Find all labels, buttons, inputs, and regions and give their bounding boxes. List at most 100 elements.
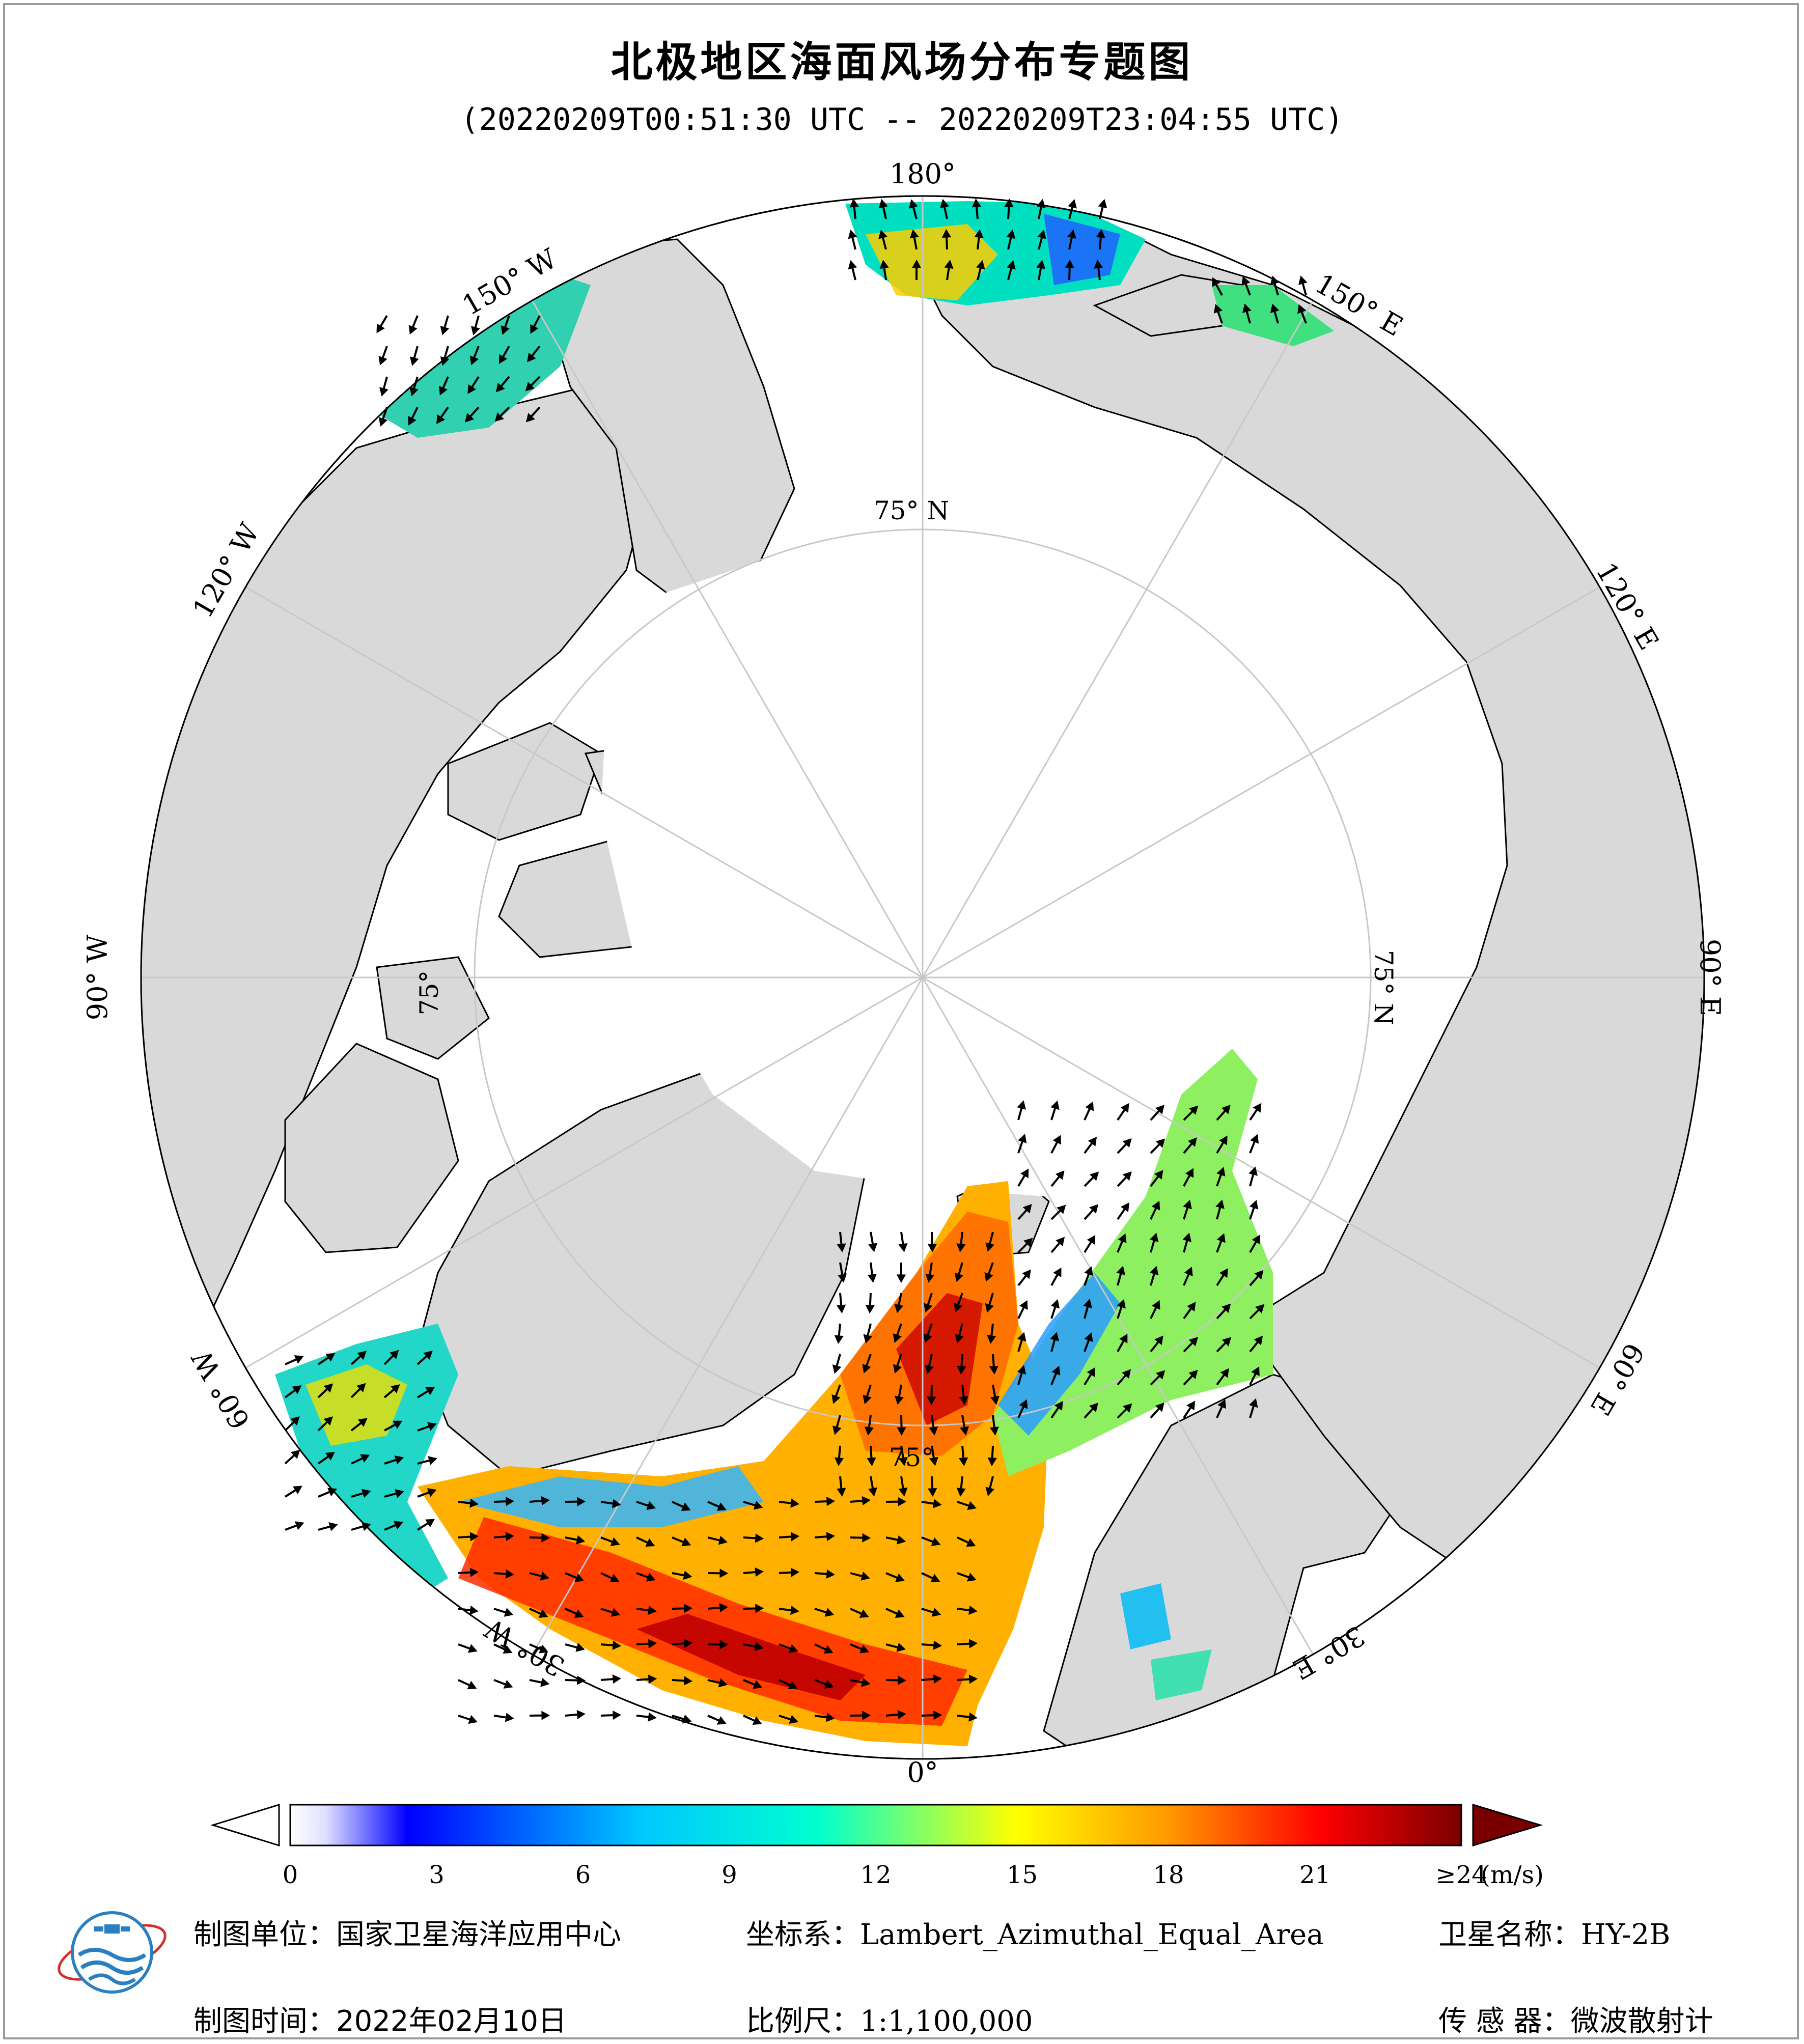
wind-arrow-head-68	[719, 1640, 729, 1649]
wind-arrow-head-105	[968, 1712, 978, 1722]
wind-arrow-head-310	[409, 386, 419, 397]
wind-arrow-head-153	[987, 1457, 997, 1467]
wind-arrow-head-103	[897, 1710, 907, 1720]
wind-arrow-head-156	[898, 1487, 908, 1497]
wind-arrow-head-255	[291, 1449, 300, 1459]
wind-swath-barents-blue	[998, 1273, 1120, 1436]
colorbar-gradient	[289, 1804, 1462, 1846]
wind-arrow-head-283	[974, 229, 984, 238]
wind-arrow-head-218	[1084, 1332, 1093, 1342]
wind-arrow-head-128	[955, 1334, 964, 1343]
wind-arrow-head-122	[954, 1302, 963, 1312]
wind-arrow-head-312	[467, 384, 477, 394]
wind-arrow-head-167	[1253, 1103, 1262, 1113]
wind-arrow-head-21	[645, 1538, 655, 1547]
wind-arrow-head-34	[574, 1573, 585, 1582]
wind-arrow-head-328	[1297, 304, 1307, 314]
wind-arrow-head-181	[1185, 1168, 1194, 1178]
wind-arrow-head-279	[848, 229, 857, 239]
wind-arrow-head-253	[393, 1420, 403, 1429]
wind-arrow-head-311	[439, 385, 448, 396]
footer-coord-value: Lambert_Azimuthal_Equal_Area	[860, 1918, 1324, 1951]
wind-swath-okhotsk	[1212, 285, 1334, 346]
wind-arrow-head-30	[966, 1538, 976, 1547]
wind-arrow-head-112	[838, 1273, 847, 1283]
wind-arrow-head-49	[574, 1609, 584, 1618]
footer-sensor-label: 传 感 器：	[1438, 2005, 1571, 2038]
footer-coord: 坐标系：Lambert_Azimuthal_Equal_Area	[746, 1912, 1324, 1953]
wind-arrow-head-120	[894, 1304, 904, 1313]
wind-arrow-head-84	[753, 1680, 763, 1689]
colorbar-tick-3: 9	[721, 1861, 737, 1889]
land-archipelago-1	[447, 722, 602, 841]
wind-arrow-head-39	[755, 1567, 764, 1577]
wind-swath-atlantic-cool	[458, 1466, 764, 1527]
wind-arrow-head-4	[577, 1497, 586, 1506]
wind-arrow-head-324	[1298, 275, 1308, 285]
wind-arrow-head-37	[683, 1571, 692, 1580]
wind-arrow-head-126	[893, 1333, 902, 1343]
wind-arrow-head-107	[868, 1243, 878, 1252]
wind-arrow-head-231	[1251, 1366, 1260, 1377]
wind-arrow-head-56	[824, 1608, 835, 1617]
wind-arrow-head-207	[1254, 1270, 1264, 1280]
wind-arrow-head-236	[1155, 1402, 1164, 1412]
wind-arrow-head-258	[394, 1455, 404, 1465]
lon-label-90w: 90° W	[81, 934, 114, 1020]
wind-arrow-head-124	[834, 1335, 844, 1344]
map-subtitle: (20220209T00:51:30 UTC -- 20220209T23:04…	[460, 102, 1344, 137]
wind-arrow-head-321	[1212, 277, 1220, 287]
wind-arrow-head-221	[1188, 1337, 1198, 1347]
arctic-ocean	[601, 540, 1324, 1196]
wind-arrow-head-316	[408, 415, 417, 426]
wind-arrow-head-296	[1094, 260, 1103, 269]
wind-arrow-head-168	[1018, 1134, 1027, 1143]
wind-arrow-head-90	[968, 1674, 978, 1684]
colorbar-tick-0: 0	[282, 1861, 298, 1889]
footer-unit-value: 国家卫星海洋应用中心	[336, 1918, 621, 1951]
footer-unit: 制图单位：国家卫星海洋应用中心	[193, 1912, 621, 1953]
wind-arrow-head-281	[909, 229, 919, 239]
footer-scale-value: 1:1,100,000	[860, 2005, 1033, 2038]
wind-arrow-head-142	[832, 1425, 842, 1435]
footer-scale-label: 比例尺：	[746, 2005, 860, 2038]
wind-arrow-head-86	[824, 1679, 834, 1689]
wind-arrow-head-14	[932, 1499, 942, 1508]
wind-arrow-head-96	[648, 1712, 657, 1722]
colorbar	[210, 1803, 1543, 1847]
wind-arrow-head-74	[933, 1640, 942, 1650]
wind-arrow-head-192	[1023, 1238, 1033, 1247]
wind-arrow-head-13	[898, 1497, 907, 1506]
wind-arrow-head-118	[837, 1304, 846, 1314]
wind-arrow-head-220	[1154, 1335, 1163, 1346]
wind-arrow-head-69	[754, 1642, 764, 1651]
wind-arrow-head-20	[610, 1537, 620, 1546]
wind-arrow-head-12	[862, 1496, 871, 1506]
wind-arrow-head-302	[530, 324, 539, 334]
footer-sensor-value: 微波散射计	[1570, 2005, 1713, 2038]
wind-arrow-head-291	[944, 260, 954, 269]
wind-arrow-head-305	[440, 356, 450, 366]
wind-arrow-head-319	[494, 412, 504, 422]
wind-arrow-head-300	[471, 326, 480, 335]
wind-arrow-head-108	[898, 1243, 908, 1252]
lon-label-0: 0°	[907, 1756, 938, 1788]
colorbar-tick-2: 6	[575, 1861, 591, 1889]
wind-arrow-head-246	[323, 1383, 334, 1393]
latitude-labels: 75° N 75° N 75° 75°	[414, 496, 1398, 1472]
wind-arrow-head-294	[1036, 260, 1046, 269]
wind-arrow-head-234	[1089, 1403, 1099, 1412]
wind-arrow-head-43	[895, 1573, 905, 1582]
wind-arrow-head-28	[897, 1535, 906, 1545]
wind-arrow-head-242	[357, 1351, 367, 1360]
wind-arrow-head-222	[1222, 1337, 1232, 1347]
wind-arrow-head-95	[613, 1711, 622, 1720]
wind-arrow-head-327	[1270, 303, 1280, 313]
wind-arrow-head-199	[1252, 1235, 1260, 1245]
wind-arrow-head-205	[1184, 1267, 1193, 1277]
wind-arrow-head-91	[468, 1715, 478, 1724]
wind-arrow-head-42	[861, 1572, 870, 1581]
wind-arrow-head-226	[1087, 1367, 1096, 1377]
wind-arrow-head-193	[1056, 1237, 1065, 1247]
